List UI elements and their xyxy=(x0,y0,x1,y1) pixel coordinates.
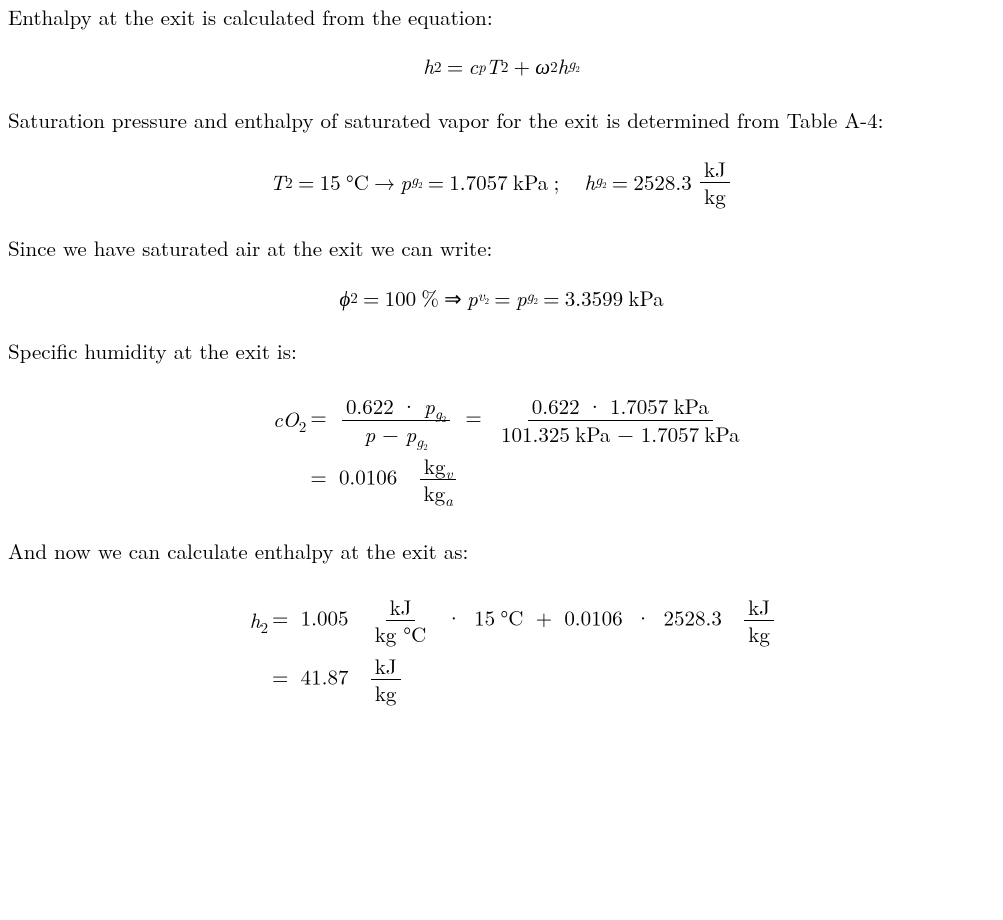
paragraph-calc-enthalpy: And now we can calculate enthalpy at the… xyxy=(8,538,995,565)
paragraph-saturated-air: Since we have saturated air at the exit … xyxy=(8,235,995,262)
value-hg2: 2528.3 xyxy=(633,169,691,196)
equation-h2-definition: h2 = cpT2 + ω2hg2 xyxy=(8,53,995,80)
unit-phi2: % xyxy=(421,285,439,312)
equation-h2-result: h2 = 1.005 kJ kg °C · 15°C + 0.0106 · 25… xyxy=(8,588,995,713)
unit-t2: °C xyxy=(346,169,369,196)
value-pv2: 3.3599 xyxy=(565,285,623,312)
unit-hg2: kJ kg xyxy=(700,156,730,210)
equation-omega2: cO2 = 0.622 · pg2 p − pg2 = 0.622 · 1.70… xyxy=(8,387,995,512)
value-cp: 1.005 xyxy=(301,602,349,632)
paragraph-table-a4: Saturation pressure and enthalpy of satu… xyxy=(8,107,995,134)
value-phi2: 100 xyxy=(385,285,417,312)
unit-pg2: kPa xyxy=(513,169,548,196)
equation-t2-lookup: T2 = 15°C → pg2 = 1.7057kPa; hg2 = 2528.… xyxy=(8,156,995,210)
value-h2: 41.87 xyxy=(301,661,349,691)
unit-h2: kJ kg xyxy=(371,653,401,707)
equation-phi2: ϕ2 = 100% ⇒ pv2 = pg2 = 3.3599kPa xyxy=(8,285,995,312)
value-t2: 15 xyxy=(320,169,341,196)
value-omega2: 0.0106 xyxy=(339,461,397,491)
paragraph-intro-enthalpy: Enthalpy at the exit is calculated from … xyxy=(8,4,995,31)
unit-pv2: kPa xyxy=(628,285,663,312)
paragraph-specific-humidity: Specific humidity at the exit is: xyxy=(8,338,995,365)
value-pg2: 1.7057 xyxy=(449,169,507,196)
unit-omega2: kgv kga xyxy=(420,453,457,507)
unit-cp: kJ kg °C xyxy=(371,594,431,648)
